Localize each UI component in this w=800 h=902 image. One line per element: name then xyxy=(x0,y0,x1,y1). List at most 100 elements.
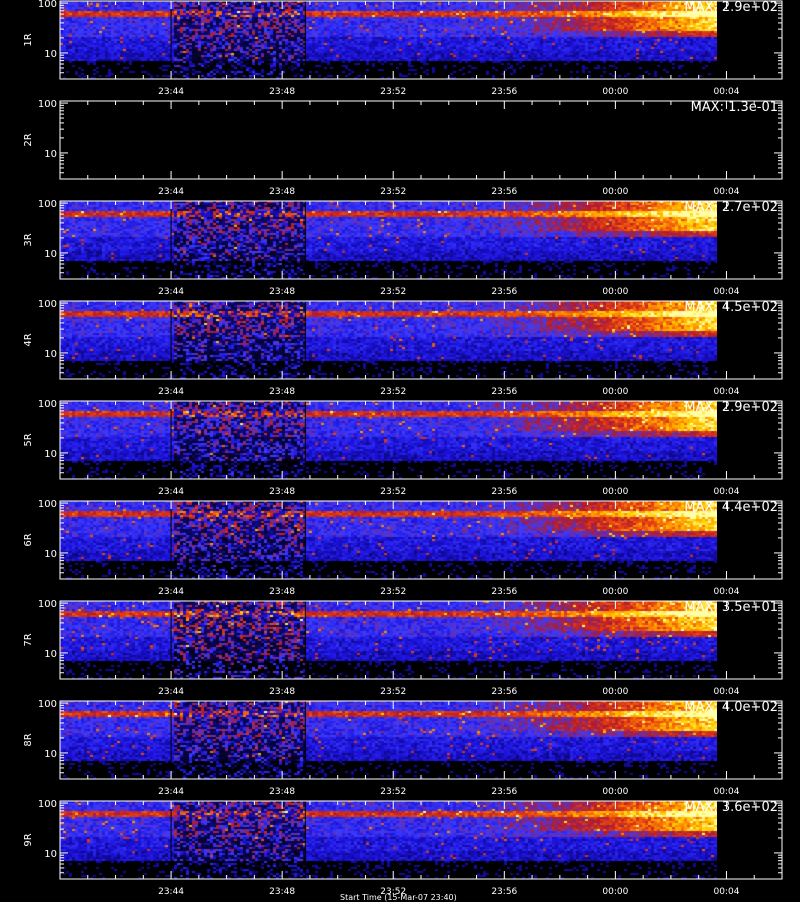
spectrogram-svg: 100 10 23:44 23:48 23:52 23:56 00:00 00:04 xyxy=(38,799,783,897)
x-tick-label: 00:00 xyxy=(602,887,628,897)
panel-label: 5R xyxy=(23,433,34,447)
y-tick-label: 100 xyxy=(38,0,57,10)
x-tick-label: 00:04 xyxy=(713,787,739,797)
x-tick-label: 00:04 xyxy=(713,687,739,697)
x-tick-label: 23:44 xyxy=(158,887,184,897)
spectrogram-heatmap xyxy=(60,601,717,679)
x-tick-label: 23:56 xyxy=(491,287,517,297)
y-tick-label: 100 xyxy=(38,799,57,810)
max-value-label: MAX: 4.4e+02 xyxy=(684,500,778,515)
y-tick-label: 100 xyxy=(38,299,57,310)
y-tick-label: 10 xyxy=(44,49,57,60)
x-tick-label: 23:56 xyxy=(491,487,517,497)
x-tick-label: 23:44 xyxy=(158,387,184,397)
x-tick-label: 23:52 xyxy=(380,687,406,697)
spectrogram-panel-9r: 100 10 23:44 23:48 23:52 23:56 00:00 00:04 9R MAX… xyxy=(0,799,800,899)
spectrogram-panel-7r: 100 10 23:44 23:48 23:52 23:56 00:00 00:04 7R MAX… xyxy=(0,599,800,699)
panel-label: 2R xyxy=(23,133,34,147)
x-tick-label: 23:56 xyxy=(491,587,517,597)
spectrogram-panel-3r: 100 10 23:44 23:48 23:52 23:56 00:00 00:04 3R MAX… xyxy=(0,199,800,299)
panel-label: 3R xyxy=(23,233,34,247)
x-tick-label: 23:52 xyxy=(380,887,406,897)
x-tick-label: 00:00 xyxy=(602,487,628,497)
spectrogram-svg: 100 10 23:44 23:48 23:52 23:56 00:00 00:04 xyxy=(38,399,783,497)
panel-label: 6R xyxy=(23,533,34,547)
max-value-label: MAX: 4.0e+02 xyxy=(684,700,778,715)
max-value-label: MAX: 3.6e+02 xyxy=(684,800,778,815)
spectrogram-svg: 100 10 23:44 23:48 23:52 23:56 00:00 00:04 xyxy=(38,499,783,597)
x-tick-label: 23:52 xyxy=(380,387,406,397)
x-tick-label: 23:44 xyxy=(158,487,184,497)
x-tick-label: 23:52 xyxy=(380,787,406,797)
x-tick-label: 00:00 xyxy=(602,87,628,97)
spectrogram-heatmap xyxy=(60,201,717,279)
spectrogram-panel-6r: 100 10 23:44 23:48 23:52 23:56 00:00 00:04 6R MAX… xyxy=(0,499,800,599)
x-tick-label: 00:04 xyxy=(713,387,739,397)
x-tick-label: 23:48 xyxy=(269,287,295,297)
panel-label: 7R xyxy=(23,633,34,647)
x-tick-label: 23:44 xyxy=(158,187,184,197)
x-tick-label: 23:56 xyxy=(491,187,517,197)
spectrogram-svg: 100 10 23:44 23:48 23:52 23:56 00:00 00:04 xyxy=(38,699,783,797)
x-tick-label: 23:48 xyxy=(269,87,295,97)
x-tick-label: 00:04 xyxy=(713,187,739,197)
y-tick-label: 10 xyxy=(44,549,57,560)
spectrogram-heatmap xyxy=(60,1,717,79)
panel-label: 9R xyxy=(23,833,34,847)
spectrogram-panel-4r: 100 10 23:44 23:48 23:52 23:56 00:00 00:04 4R MAX… xyxy=(0,299,800,399)
y-tick-label: 10 xyxy=(44,249,57,260)
spectrogram-panel-8r: 100 10 23:44 23:48 23:52 23:56 00:00 00:04 8R MAX… xyxy=(0,699,800,799)
x-tick-label: 23:56 xyxy=(491,387,517,397)
spectrogram-svg: 100 10 23:44 23:48 23:52 23:56 00:00 00:04 xyxy=(38,299,783,397)
x-tick-label: 23:44 xyxy=(158,87,184,97)
spectrogram-panel-2r: 100 10 23:44 23:48 23:52 23:56 00:00 00:04 2R MAX… xyxy=(0,99,800,199)
max-value-label: MAX: 2.9e+02 xyxy=(684,400,778,415)
y-tick-label: 10 xyxy=(44,449,57,460)
spectrogram-heatmap xyxy=(60,501,717,579)
spectrogram-svg: 100 10 23:44 23:48 23:52 23:56 00:00 00:04 xyxy=(38,99,783,197)
spectrogram-panel-5r: 100 10 23:44 23:48 23:52 23:56 00:00 00:04 5R MAX… xyxy=(0,399,800,499)
x-tick-label: 23:48 xyxy=(269,687,295,697)
x-tick-label: 00:00 xyxy=(602,187,628,197)
x-tick-label: 00:04 xyxy=(713,87,739,97)
spectrogram-heatmap xyxy=(60,301,717,379)
y-tick-label: 10 xyxy=(44,849,57,860)
y-tick-label: 100 xyxy=(38,599,57,610)
x-tick-label: 00:00 xyxy=(602,687,628,697)
max-value-label: MAX: 2.9e+02 xyxy=(684,0,778,15)
y-tick-label: 10 xyxy=(44,349,57,360)
x-tick-label: 23:52 xyxy=(380,187,406,197)
x-tick-label: 23:44 xyxy=(158,587,184,597)
x-tick-label: 23:48 xyxy=(269,887,295,897)
x-tick-label: 23:52 xyxy=(380,487,406,497)
x-axis-caption: Start Time (15-Mar-07 23:40) xyxy=(340,893,457,902)
max-value-label: MAX: 2.7e+02 xyxy=(684,200,778,215)
x-tick-label: 23:56 xyxy=(491,887,517,897)
panel-label: 8R xyxy=(23,733,34,747)
x-tick-label: 23:48 xyxy=(269,187,295,197)
spectrogram-svg: 100 10 23:44 23:48 23:52 23:56 00:00 00:04 xyxy=(38,599,783,697)
x-tick-label: 23:48 xyxy=(269,487,295,497)
x-tick-label: 00:00 xyxy=(602,287,628,297)
spectrogram-heatmap xyxy=(60,701,717,779)
x-tick-label: 23:48 xyxy=(269,787,295,797)
spectrogram-svg: 100 10 23:44 23:48 23:52 23:56 00:00 00:04 xyxy=(38,0,783,97)
x-tick-label: 00:04 xyxy=(713,487,739,497)
max-value-label: MAX: 4.5e+02 xyxy=(684,300,778,315)
max-value-label: MAX: 1.3e-01 xyxy=(690,100,778,115)
y-tick-label: 10 xyxy=(44,149,57,160)
x-tick-label: 23:44 xyxy=(158,787,184,797)
y-tick-label: 100 xyxy=(38,499,57,510)
x-tick-label: 00:00 xyxy=(602,587,628,597)
spectrogram-heatmap xyxy=(60,801,717,879)
spectrogram-heatmap xyxy=(60,401,717,479)
y-tick-label: 100 xyxy=(38,99,57,110)
x-tick-label: 23:56 xyxy=(491,787,517,797)
x-tick-label: 23:52 xyxy=(380,287,406,297)
x-tick-label: 23:48 xyxy=(269,587,295,597)
x-tick-label: 00:04 xyxy=(713,287,739,297)
x-tick-label: 23:44 xyxy=(158,287,184,297)
y-tick-label: 10 xyxy=(44,649,57,660)
x-tick-label: 23:48 xyxy=(269,387,295,397)
